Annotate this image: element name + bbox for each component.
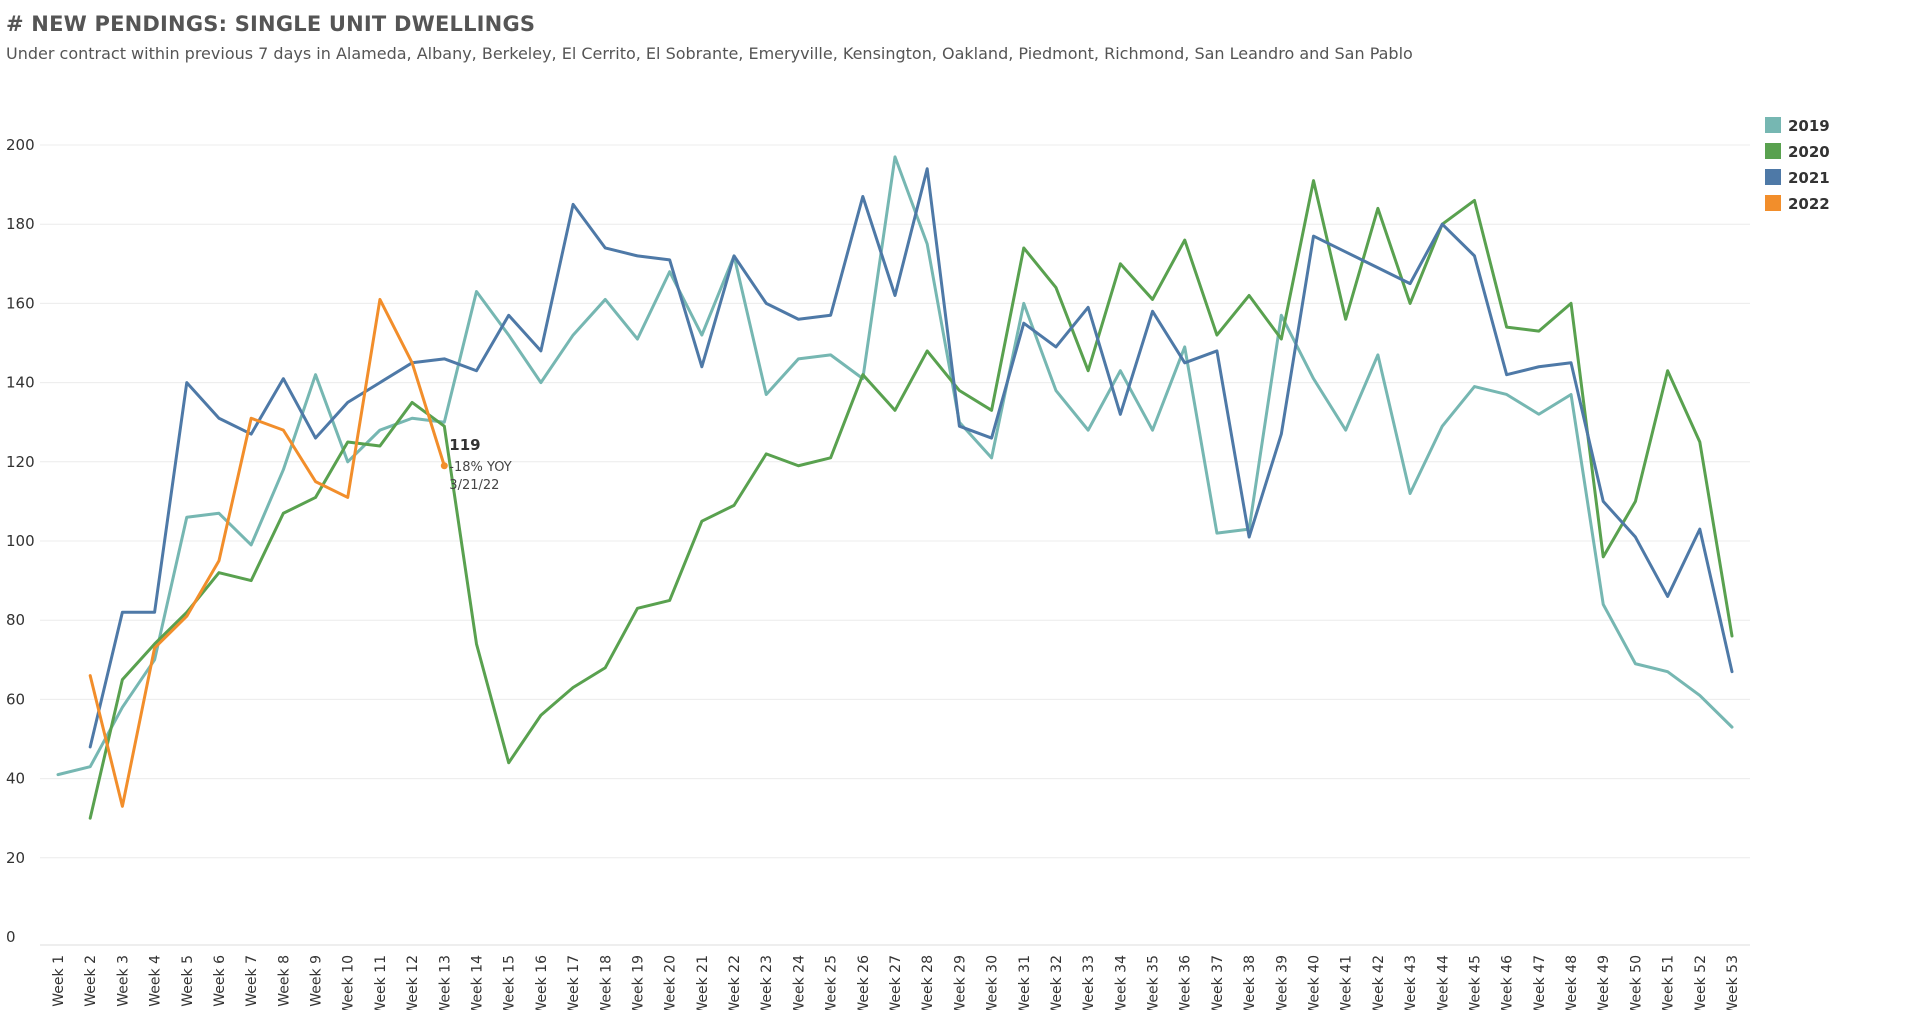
x-tick-label: Week 25	[824, 955, 840, 1010]
x-tick-label: Week 27	[888, 955, 904, 1010]
y-tick-label: 200	[6, 136, 35, 154]
legend-label-2019[interactable]: 2019	[1788, 117, 1830, 135]
x-tick-label: Week 18	[598, 955, 614, 1010]
x-tick-label: Week 32	[1049, 955, 1065, 1010]
y-axis: 0 20 40 60 80 100 120 140 160 180 200	[6, 136, 35, 946]
x-tick-label: Week 13	[437, 955, 453, 1010]
x-tick-label: Week 5	[180, 955, 196, 1007]
x-tick-label: Week 30	[985, 955, 1001, 1010]
x-tick-label: Week 36	[1178, 955, 1194, 1010]
x-tick-label: Week 53	[1725, 955, 1741, 1010]
x-tick-label: Week 3	[115, 955, 131, 1007]
series-lines	[56, 155, 1734, 820]
legend-label-2020[interactable]: 2020	[1788, 143, 1830, 161]
x-tick-label: Week 42	[1371, 955, 1387, 1010]
x-tick-label: Week 19	[630, 955, 646, 1010]
x-tick-label: Week 20	[663, 955, 679, 1010]
y-tick-label: 140	[6, 374, 35, 392]
annotation-value: 119	[449, 436, 480, 454]
x-tick-label: Week 8	[276, 955, 292, 1007]
x-tick-label: Week 12	[405, 955, 421, 1010]
x-tick-label: Week 50	[1628, 955, 1644, 1010]
x-tick-label: Week 1	[51, 955, 67, 1007]
x-tick-label: Week 40	[1307, 955, 1323, 1010]
legend-swatch-2021[interactable]	[1765, 169, 1781, 185]
x-tick-label: Week 33	[1081, 955, 1097, 1010]
x-tick-label: Week 35	[1146, 955, 1162, 1010]
legend[interactable]: 2019 2020 2021 2022	[1765, 117, 1830, 213]
x-tick-label: Week 41	[1339, 955, 1355, 1010]
gridlines	[40, 144, 1750, 859]
y-tick-label: 80	[6, 611, 25, 629]
legend-swatch-2019[interactable]	[1765, 117, 1781, 133]
series-line-2020[interactable]	[88, 179, 1734, 820]
x-tick-label: Week 31	[1017, 955, 1033, 1010]
chart-title: # NEW PENDINGS: SINGLE UNIT DWELLINGS	[6, 12, 536, 36]
x-tick-label: Week 14	[470, 955, 486, 1010]
x-tick-label: Week 45	[1467, 955, 1483, 1010]
series-line-2019[interactable]	[56, 155, 1734, 777]
y-tick-label: 0	[6, 928, 16, 946]
x-tick-label: Week 38	[1242, 955, 1258, 1010]
x-tick-label: Week 22	[727, 955, 743, 1010]
y-tick-label: 160	[6, 294, 35, 312]
y-tick-label: 20	[6, 849, 25, 867]
x-tick-label: Week 48	[1564, 955, 1580, 1010]
x-tick-label: Week 34	[1113, 955, 1129, 1010]
x-tick-label: Week 2	[83, 955, 99, 1007]
x-tick-label: Week 4	[148, 955, 164, 1007]
y-tick-label: 120	[6, 453, 35, 471]
x-tick-label: Week 29	[952, 955, 968, 1010]
series-line-2022[interactable]	[88, 297, 446, 808]
legend-label-2021[interactable]: 2021	[1788, 169, 1830, 187]
x-tick-label: Week 23	[759, 955, 775, 1010]
series-line-2021[interactable]	[88, 167, 1734, 749]
x-tick-label: Week 24	[791, 955, 807, 1010]
y-tick-label: 180	[6, 215, 35, 233]
x-tick-label: Week 43	[1403, 955, 1419, 1010]
x-tick-label: Week 17	[566, 955, 582, 1010]
x-tick-label: Week 47	[1532, 955, 1548, 1010]
x-tick-label: Week 10	[341, 955, 357, 1010]
y-tick-label: 40	[6, 770, 25, 788]
x-tick-label: Week 37	[1210, 955, 1226, 1010]
x-tick-label: Week 7	[244, 955, 260, 1007]
x-tick-label: Week 51	[1661, 955, 1677, 1010]
x-tick-label: Week 46	[1500, 955, 1516, 1010]
y-tick-label: 60	[6, 690, 25, 708]
annotation-yoy: -18% YOY	[449, 460, 511, 475]
x-tick-label: Week 16	[534, 955, 550, 1010]
annotation-marker[interactable]	[440, 462, 448, 470]
x-axis: Week 1 Week 2 Week 3 Week 4 Week 5 Week 6 Week…	[40, 944, 1750, 1010]
x-tick-label: Week 11	[373, 955, 389, 1010]
x-tick-label: Week 28	[920, 955, 936, 1010]
legend-label-2022[interactable]: 2022	[1788, 195, 1830, 213]
x-tick-label: Week 6	[212, 955, 228, 1007]
y-tick-label: 100	[6, 532, 35, 550]
x-tick-label: Week 52	[1693, 955, 1709, 1010]
x-tick-label: Week 39	[1274, 955, 1290, 1010]
x-tick-label: Week 9	[309, 955, 325, 1007]
x-tick-label: Week 49	[1596, 955, 1612, 1010]
legend-swatch-2020[interactable]	[1765, 143, 1781, 159]
annotation: 119 -18% YOY 3/21/22	[440, 436, 512, 493]
x-tick-label: Week 21	[695, 955, 711, 1010]
legend-swatch-2022[interactable]	[1765, 195, 1781, 211]
annotation-date: 3/21/22	[449, 478, 499, 493]
x-tick-label: Week 44	[1435, 955, 1451, 1010]
x-tick-label: Week 15	[502, 955, 518, 1010]
x-tick-label: Week 26	[856, 955, 872, 1010]
chart-subtitle: Under contract within previous 7 days in…	[6, 44, 1413, 63]
